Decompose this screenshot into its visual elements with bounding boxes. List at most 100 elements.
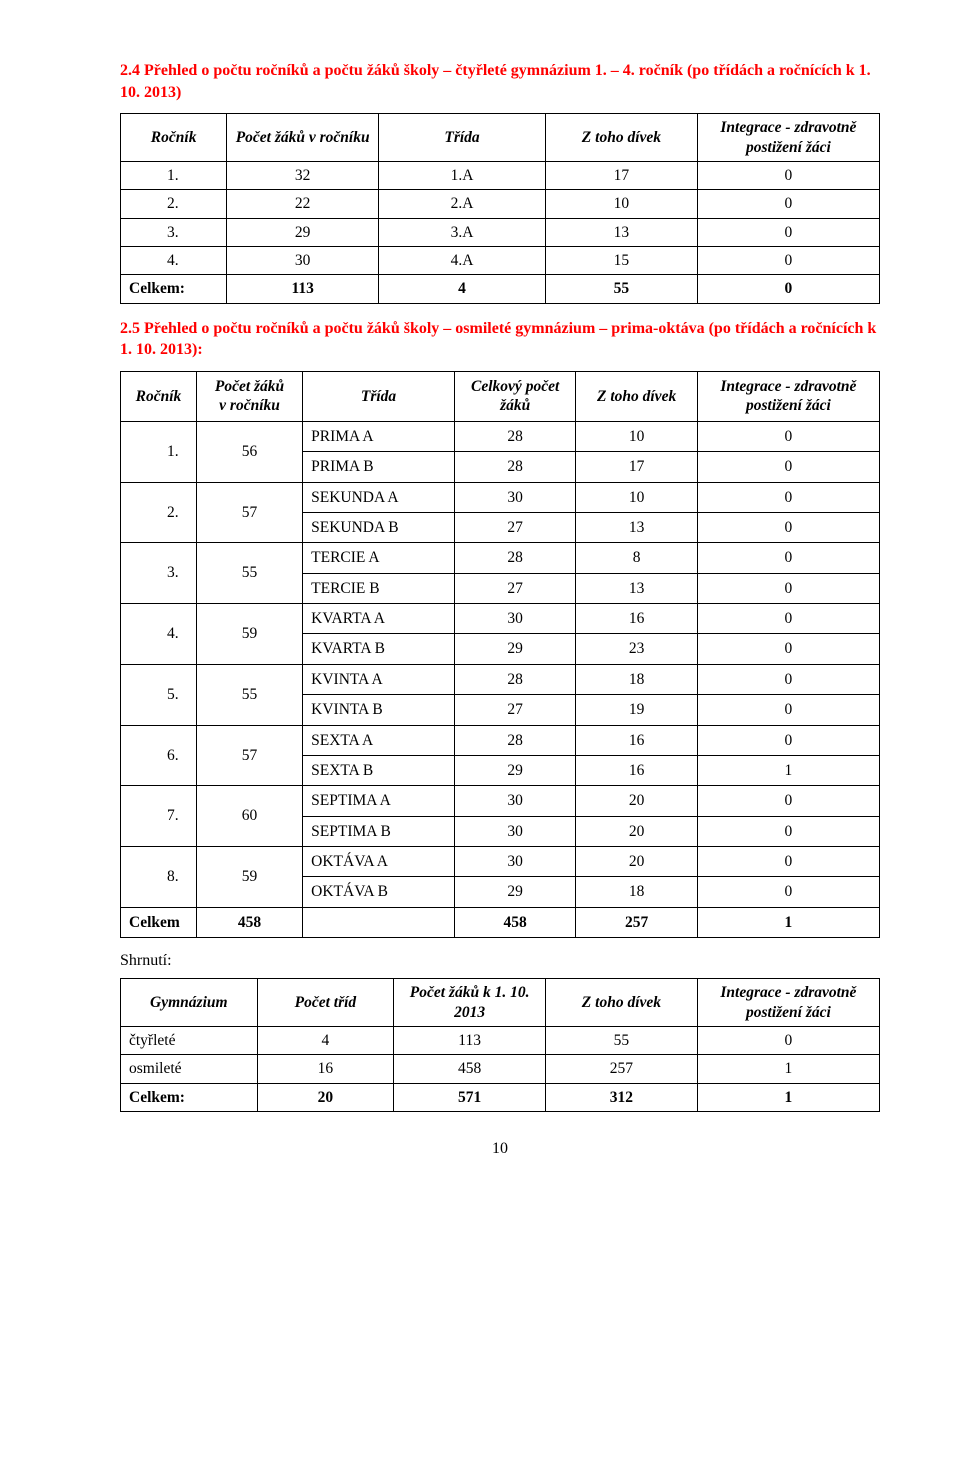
cell-pocet: 32 <box>227 161 379 189</box>
cell-int: 0 <box>697 161 879 189</box>
cell-total-int: 1 <box>697 1083 879 1111</box>
cell-int: 0 <box>697 512 879 542</box>
table-row: osmileté 16 458 257 1 <box>121 1055 880 1083</box>
cell-rocnik: 8. <box>121 847 197 908</box>
table-row: 3.55TERCIE A2880 <box>121 543 880 573</box>
th-pocet-trid: Počet tříd <box>257 979 394 1027</box>
cell-pocet: 55 <box>196 543 302 604</box>
cell-trida: 3.A <box>379 218 546 246</box>
cell-divek: 13 <box>576 573 697 603</box>
cell-divek: 18 <box>576 877 697 907</box>
cell-divek: 10 <box>576 421 697 451</box>
cell-pocet: 55 <box>196 664 302 725</box>
cell-pocet: 22 <box>227 190 379 218</box>
page-number: 10 <box>120 1140 880 1158</box>
cell-int: 0 <box>697 634 879 664</box>
cell-total-int: 0 <box>697 275 879 303</box>
cell-rocnik: 2. <box>121 482 197 543</box>
cell-gym: čtyřleté <box>121 1026 258 1054</box>
cell-int: 0 <box>697 816 879 846</box>
cell-total-int: 1 <box>697 907 879 937</box>
cell-rocnik: 1. <box>121 161 227 189</box>
cell-int: 0 <box>697 543 879 573</box>
table-row: 6.57SEXTA A28160 <box>121 725 880 755</box>
cell-trida: TERCIE A <box>303 543 455 573</box>
cell-celkovy: 29 <box>454 755 575 785</box>
table-row: 2. 22 2.A 10 0 <box>121 190 880 218</box>
cell-pocet: 59 <box>196 847 302 908</box>
th-trida: Třída <box>303 372 455 422</box>
cell-rocnik: 7. <box>121 786 197 847</box>
cell-celkovy: 27 <box>454 573 575 603</box>
cell-divek: 17 <box>576 452 697 482</box>
cell-rocnik: 3. <box>121 543 197 604</box>
cell-rocnik: 1. <box>121 421 197 482</box>
cell-rocnik: 5. <box>121 664 197 725</box>
cell-celkovy: 28 <box>454 664 575 694</box>
cell-divek: 55 <box>546 1026 698 1054</box>
cell-total-trid: 20 <box>257 1083 394 1111</box>
cell-int: 0 <box>697 218 879 246</box>
cell-int: 0 <box>697 695 879 725</box>
cell-pocet: 29 <box>227 218 379 246</box>
cell-trida: PRIMA B <box>303 452 455 482</box>
cell-divek: 20 <box>576 847 697 877</box>
cell-divek: 8 <box>576 543 697 573</box>
cell-total-trida <box>303 907 455 937</box>
table-25: Ročník Počet žáků v ročníku Třída Celkov… <box>120 371 880 938</box>
cell-trid: 4 <box>257 1026 394 1054</box>
table-summary: Gymnázium Počet tříd Počet žáků k 1. 10.… <box>120 978 880 1112</box>
cell-celkovy: 29 <box>454 877 575 907</box>
cell-pocet: 57 <box>196 482 302 543</box>
cell-rocnik: 3. <box>121 218 227 246</box>
table-row: 5.55KVINTA A28180 <box>121 664 880 694</box>
cell-trida: KVARTA B <box>303 634 455 664</box>
cell-divek: 10 <box>576 482 697 512</box>
cell-int: 0 <box>697 482 879 512</box>
table-24-total-row: Celkem: 113 4 55 0 <box>121 275 880 303</box>
cell-total-divek: 55 <box>546 275 698 303</box>
table-25-total-row: Celkem 458 458 257 1 <box>121 907 880 937</box>
cell-int: 0 <box>697 847 879 877</box>
table-row: 4.59KVARTA A30160 <box>121 604 880 634</box>
cell-total-zaku: 571 <box>394 1083 546 1111</box>
cell-int: 0 <box>697 786 879 816</box>
cell-total-divek: 312 <box>546 1083 698 1111</box>
cell-gym: osmileté <box>121 1055 258 1083</box>
cell-int: 1 <box>697 1055 879 1083</box>
cell-trida: PRIMA A <box>303 421 455 451</box>
cell-trida: 2.A <box>379 190 546 218</box>
cell-celkovy: 28 <box>454 452 575 482</box>
table-row: 2.57SEKUNDA A30100 <box>121 482 880 512</box>
cell-divek: 15 <box>546 247 698 275</box>
cell-divek: 16 <box>576 604 697 634</box>
th-integrace: Integrace - zdravotně postižení žáci <box>697 114 879 162</box>
cell-divek: 13 <box>546 218 698 246</box>
cell-rocnik: 6. <box>121 725 197 786</box>
table-24-header-row: Ročník Počet žáků v ročníku Třída Z toho… <box>121 114 880 162</box>
cell-trida: SEKUNDA A <box>303 482 455 512</box>
cell-rocnik: 2. <box>121 190 227 218</box>
table-row: 4. 30 4.A 15 0 <box>121 247 880 275</box>
table-row: 1.56PRIMA A28100 <box>121 421 880 451</box>
cell-total-trida: 4 <box>379 275 546 303</box>
table-row: 8.59OKTÁVA A30200 <box>121 847 880 877</box>
th-integrace: Integrace - zdravotně postižení žáci <box>697 979 879 1027</box>
cell-int: 0 <box>697 725 879 755</box>
cell-trid: 16 <box>257 1055 394 1083</box>
cell-int: 0 <box>697 1026 879 1054</box>
cell-int: 0 <box>697 247 879 275</box>
cell-trida: KVARTA A <box>303 604 455 634</box>
cell-divek: 10 <box>546 190 698 218</box>
cell-divek: 17 <box>546 161 698 189</box>
cell-total-celk: 458 <box>454 907 575 937</box>
th-pocet-zaku: Počet žáků k 1. 10. 2013 <box>394 979 546 1027</box>
cell-celkovy: 28 <box>454 543 575 573</box>
cell-rocnik: 4. <box>121 604 197 665</box>
cell-pocet: 57 <box>196 725 302 786</box>
cell-divek: 23 <box>576 634 697 664</box>
cell-pocet: 30 <box>227 247 379 275</box>
cell-divek: 16 <box>576 725 697 755</box>
cell-divek: 13 <box>576 512 697 542</box>
cell-celkovy: 27 <box>454 695 575 725</box>
